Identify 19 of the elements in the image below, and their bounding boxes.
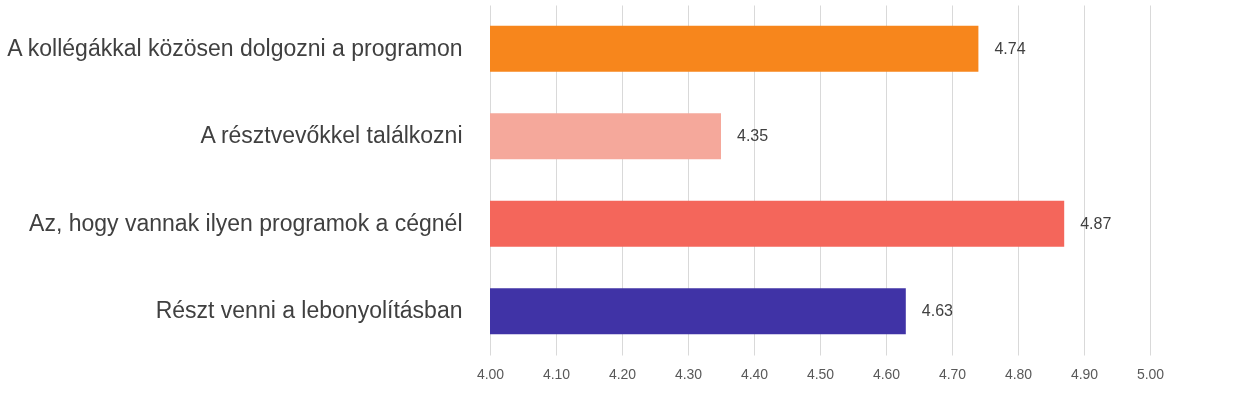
x-tick-label: 4.10 (542, 365, 571, 382)
x-tick-label: 4.80 (1004, 365, 1033, 382)
x-tick-label: 4.70 (938, 365, 967, 382)
y-tick-label: A résztvevőkkel találkozni (200, 122, 463, 149)
x-tick-label: 4.90 (1070, 365, 1099, 382)
x-tick-label: 4.50 (806, 365, 835, 382)
x-tick-label: 4.40 (740, 365, 769, 382)
x-tick-label: 5.00 (1136, 365, 1165, 382)
data-label: 4.63 (921, 302, 954, 320)
x-tick-label: 4.30 (674, 365, 703, 382)
y-tick-label: Részt venni a lebonyolításban (155, 297, 463, 324)
x-tick-label: 4.60 (872, 365, 901, 382)
y-tick-label: A kollégákkal közösen dolgozni a programon (7, 34, 463, 61)
x-tick-label: 4.00 (476, 365, 505, 382)
data-label: 4.74 (994, 39, 1026, 57)
x-tick-label: 4.20 (608, 365, 637, 382)
data-label: 4.35 (737, 127, 769, 145)
y-tick-label: Az, hogy vannak ilyen programok a cégnél (29, 209, 463, 236)
data-label: 4.87 (1080, 214, 1112, 232)
